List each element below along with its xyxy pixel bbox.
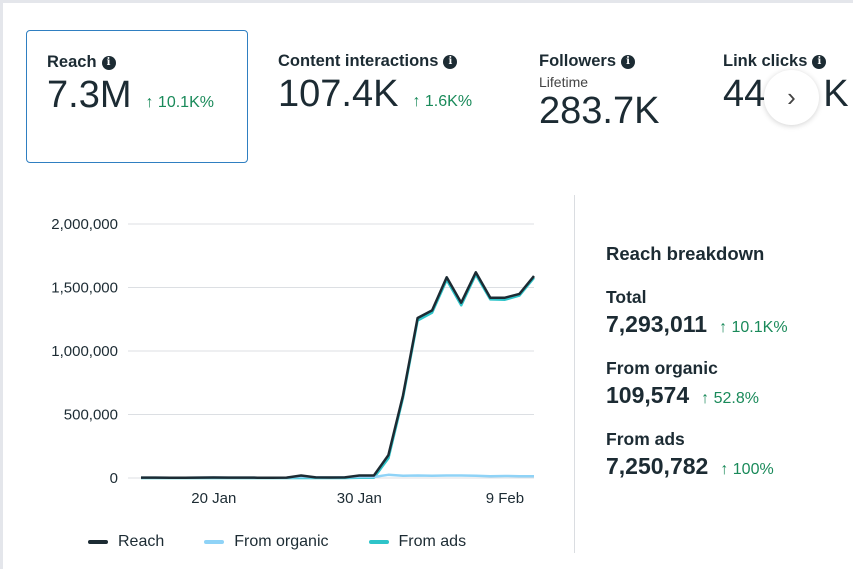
legend-label: Reach: [118, 533, 165, 550]
info-icon[interactable]: i: [812, 54, 827, 69]
reach-chart: 0 500,000 1,000,000 1,500,000 2,000,000 20 Ja…: [51, 216, 535, 507]
breakdown-organic: From organic 109,574 ↑ 52.8%: [606, 358, 788, 409]
metric-title: Reach: [47, 53, 97, 71]
metric-value: 283.7K: [539, 90, 660, 132]
metric-change: ↑ 10.1K%: [145, 94, 214, 111]
breakdown-ads: From ads 7,250,782 ↑ 100%: [606, 429, 788, 480]
breakdown-total: Total 7,293,011 ↑ 10.1K%: [606, 287, 788, 338]
series-line-from-ads: [141, 273, 535, 480]
metric-card-link-clicks[interactable]: Link clicks i 44 K: [703, 30, 853, 163]
series-line-reach: [141, 271, 535, 479]
metric-card-followers[interactable]: Followers i Lifetime 283.7K: [519, 30, 679, 163]
info-icon[interactable]: i: [621, 54, 636, 69]
x-tick-label: 20 Jan: [191, 490, 236, 507]
metric-change: ↑ 1.6K%: [412, 93, 473, 110]
legend-swatch: [88, 540, 108, 544]
metric-value: 107.4K: [278, 73, 399, 115]
reach-breakdown: Reach breakdown Total 7,293,011 ↑ 10.1K% F…: [606, 243, 788, 500]
breakdown-value: 7,293,011: [606, 311, 708, 337]
metric-card-content-interactions[interactable]: Content interactions i 107.4K ↑ 1.6K%: [258, 30, 492, 163]
info-icon[interactable]: i: [101, 55, 116, 70]
chart-legend: Reach From organic From ads: [88, 533, 466, 551]
breakdown-label: From organic: [606, 358, 718, 378]
next-button[interactable]: ›: [764, 70, 819, 125]
legend-item-ads[interactable]: From ads: [368, 533, 467, 551]
breakdown-change: ↑ 10.1K%: [719, 319, 788, 336]
legend-item-organic[interactable]: From organic: [204, 533, 329, 551]
divider: [574, 195, 575, 553]
breakdown-change: ↑ 100%: [720, 461, 774, 478]
metric-title: Followers: [539, 52, 617, 70]
metric-card-reach[interactable]: Reach i 7.3M ↑ 10.1K%: [26, 30, 248, 163]
legend-swatch: [368, 540, 389, 544]
legend-label: From ads: [398, 533, 467, 550]
metric-title: Content interactions: [278, 52, 439, 70]
breakdown-label: Total: [606, 287, 647, 307]
x-tick-label: 30 Jan: [337, 490, 382, 507]
breakdown-value: 109,574: [606, 382, 690, 408]
x-tick-label: 9 Feb: [486, 490, 524, 507]
metric-value-end: K: [823, 73, 849, 115]
legend-swatch: [204, 540, 225, 544]
metric-value: 7.3M: [47, 74, 132, 116]
breakdown-label: From ads: [606, 429, 685, 449]
breakdown-change: ↑ 52.8%: [701, 390, 759, 407]
metric-title: Link clicks: [723, 52, 808, 70]
metric-value-start: 44: [723, 73, 766, 115]
y-tick-label: 500,000: [64, 407, 118, 424]
legend-label: From organic: [234, 533, 329, 550]
metric-subtitle: Lifetime: [539, 74, 589, 90]
legend-item-reach[interactable]: Reach: [88, 533, 164, 551]
y-tick-label: 0: [110, 470, 118, 487]
info-icon[interactable]: i: [443, 54, 458, 69]
y-tick-label: 1,000,000: [51, 343, 118, 360]
y-tick-label: 2,000,000: [51, 216, 118, 233]
y-tick-label: 1,500,000: [51, 280, 118, 297]
breakdown-value: 7,250,782: [606, 453, 709, 479]
breakdown-title: Reach breakdown: [606, 243, 765, 264]
chevron-right-icon: ›: [787, 82, 796, 112]
